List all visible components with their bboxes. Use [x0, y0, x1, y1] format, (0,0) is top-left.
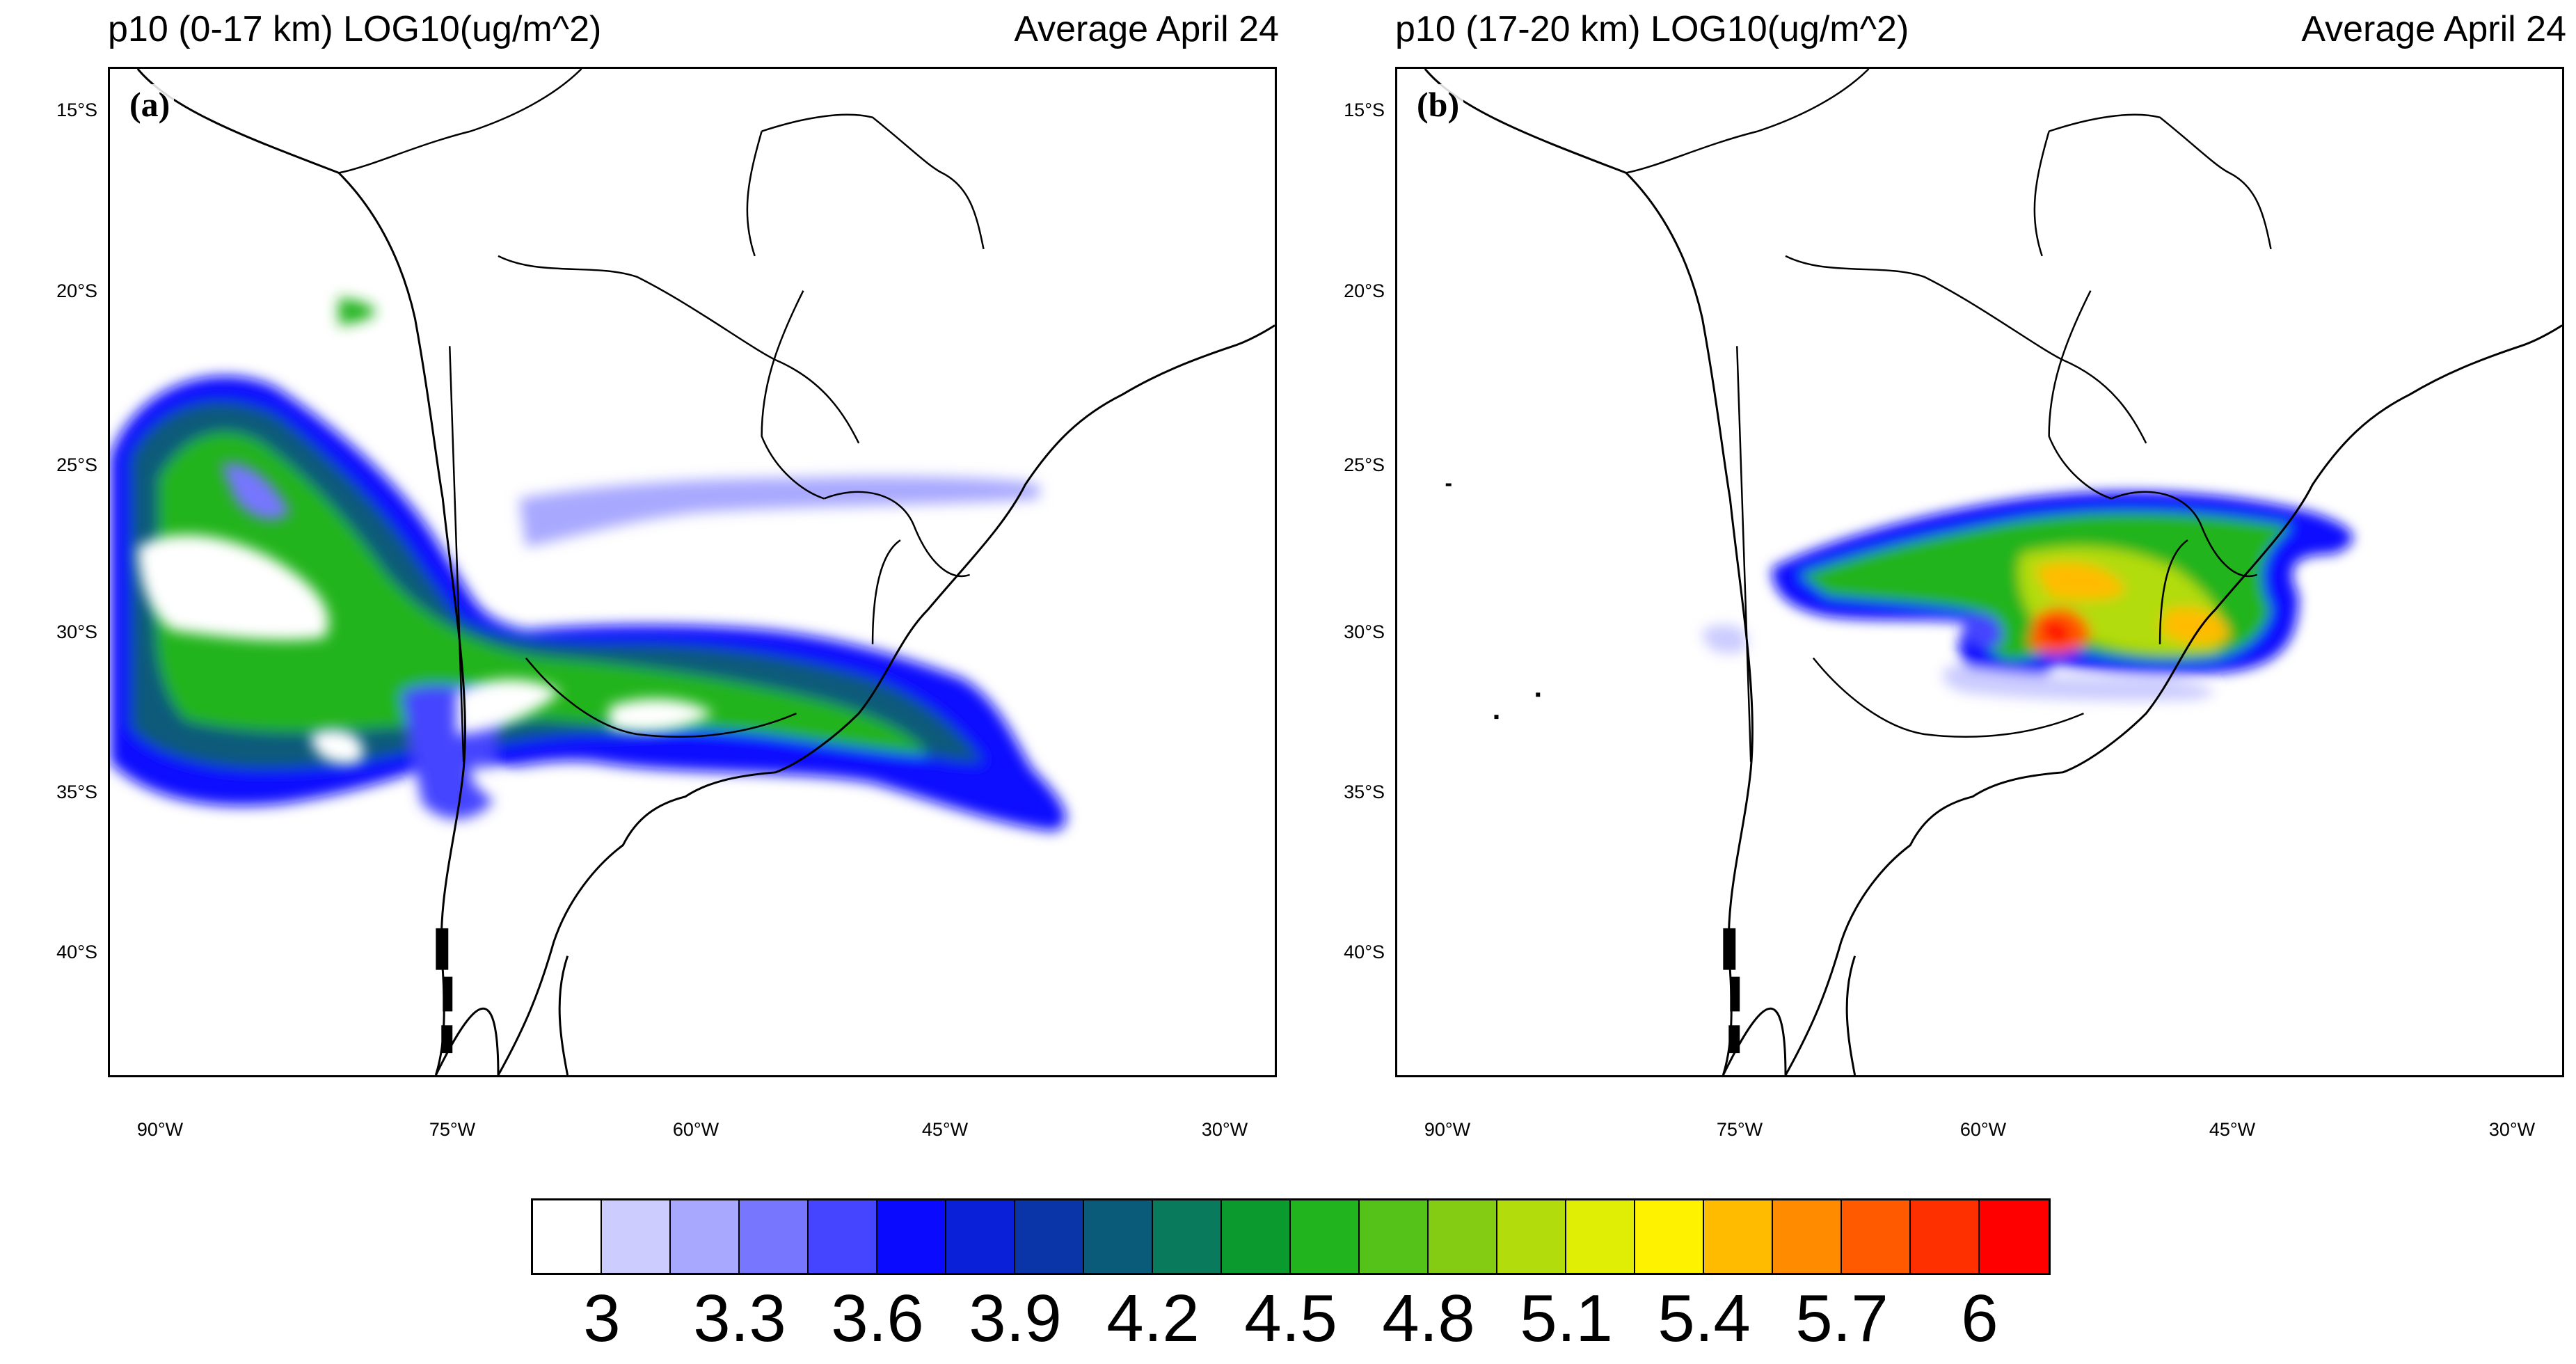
- lon-tick-label: 90°W: [136, 1119, 184, 1140]
- colorbar-swatch: [1429, 1200, 1497, 1273]
- panel-title: p10 (17-20 km) LOG10(ug/m^2): [1395, 9, 1909, 49]
- map-canvas: [110, 69, 1275, 1075]
- lat-tick-label: 15°S: [1344, 100, 1385, 120]
- coast-fragments: [1445, 483, 1740, 1054]
- map-panel-a: p10 (0-17 km) LOG10(ug/m^2) Average Apri…: [0, 0, 1287, 1140]
- panel-date: Average April 24: [1014, 9, 1279, 49]
- colorbar-swatch: [602, 1200, 671, 1273]
- colorbar-swatch: [1773, 1200, 1842, 1273]
- colorbar-swatch: [1222, 1200, 1291, 1273]
- colorbar-tick-label: 3.6: [831, 1281, 924, 1356]
- panel-label: (a): [125, 84, 175, 125]
- country-borders: [338, 69, 985, 762]
- lat-tick-label: 15°S: [56, 100, 97, 120]
- colorbar-tick-label: 4.8: [1382, 1281, 1475, 1356]
- colorbar-tick-label: 6: [1961, 1281, 1998, 1356]
- colorbar-swatch: [1153, 1200, 1222, 1273]
- lat-tick-label: 25°S: [56, 454, 97, 475]
- colorbar-tick-label: 5.4: [1657, 1281, 1751, 1356]
- panel-date: Average April 24: [2301, 9, 2566, 49]
- lat-tick-label: 40°S: [56, 942, 97, 962]
- colorbar-swatch: [533, 1200, 602, 1273]
- colorbar-tick-label: 3: [583, 1281, 621, 1356]
- panel-title: p10 (0-17 km) LOG10(ug/m^2): [108, 9, 602, 49]
- colorbar-swatch: [877, 1200, 946, 1273]
- lon-tick-label: 75°W: [429, 1119, 476, 1140]
- lon-tick-label: 90°W: [1424, 1119, 1471, 1140]
- plume-clear-areas: [137, 463, 713, 799]
- aerosol-plume: [110, 297, 1066, 832]
- colorbar-tick-label: 3.3: [693, 1281, 786, 1356]
- lon-tick-label: 30°W: [2488, 1119, 2536, 1140]
- colorbar-swatch: [1911, 1200, 1980, 1273]
- lat-tick-label: 35°S: [1344, 782, 1385, 802]
- lat-tick-label: 25°S: [1344, 454, 1385, 475]
- colorbar-tick-label: 3.9: [969, 1281, 1062, 1356]
- map-area: (b): [1395, 67, 2564, 1077]
- lon-tick-label: 45°W: [921, 1119, 969, 1140]
- colorbar-swatch: [1566, 1200, 1635, 1273]
- lon-tick-label: 45°W: [2209, 1119, 2256, 1140]
- lat-tick-label: 20°S: [1344, 280, 1385, 301]
- map-panel-b: p10 (17-20 km) LOG10(ug/m^2) Average Apr…: [1287, 0, 2575, 1140]
- lon-tick-label: 75°W: [1716, 1119, 1763, 1140]
- colorbar-tick-label: 5.1: [1520, 1281, 1613, 1356]
- map-area: (a): [108, 67, 1277, 1077]
- colorbar-swatch: [1635, 1200, 1704, 1273]
- country-borders: [1625, 69, 2272, 762]
- lon-tick-label: 30°W: [1201, 1119, 1248, 1140]
- lat-tick-label: 35°S: [56, 782, 97, 802]
- colorbar-swatch: [1360, 1200, 1429, 1273]
- lat-tick-label: 30°S: [56, 621, 97, 642]
- panel-label: (b): [1413, 84, 1464, 125]
- lat-tick-label: 20°S: [56, 280, 97, 301]
- colorbar-swatch: [1291, 1200, 1360, 1273]
- colorbar-tick-label: 4.2: [1106, 1281, 1200, 1356]
- colorbar-swatch: [1497, 1200, 1566, 1273]
- lon-tick-label: 60°W: [672, 1119, 719, 1140]
- aerosol-plume: [1702, 491, 2353, 701]
- lat-tick-label: 40°S: [1344, 942, 1385, 962]
- colorbar-swatch: [740, 1200, 809, 1273]
- colorbar-swatch: [946, 1200, 1015, 1273]
- lon-tick-label: 60°W: [1959, 1119, 2007, 1140]
- colorbar-swatch: [1704, 1200, 1773, 1273]
- colorbar-swatch: [671, 1200, 740, 1273]
- lat-tick-label: 30°S: [1344, 621, 1385, 642]
- colorbar-swatch: [1980, 1200, 2049, 1273]
- colorbar-tick-label: 4.5: [1244, 1281, 1337, 1356]
- coast-fragments: [436, 928, 453, 1054]
- colorbar: [531, 1198, 2051, 1275]
- colorbar-tick-label: 5.7: [1795, 1281, 1889, 1356]
- colorbar-swatch: [1084, 1200, 1153, 1273]
- map-canvas: [1424, 69, 2562, 1075]
- colorbar-swatch: [809, 1200, 877, 1273]
- colorbar-swatch: [1842, 1200, 1911, 1273]
- colorbar-swatch: [1015, 1200, 1084, 1273]
